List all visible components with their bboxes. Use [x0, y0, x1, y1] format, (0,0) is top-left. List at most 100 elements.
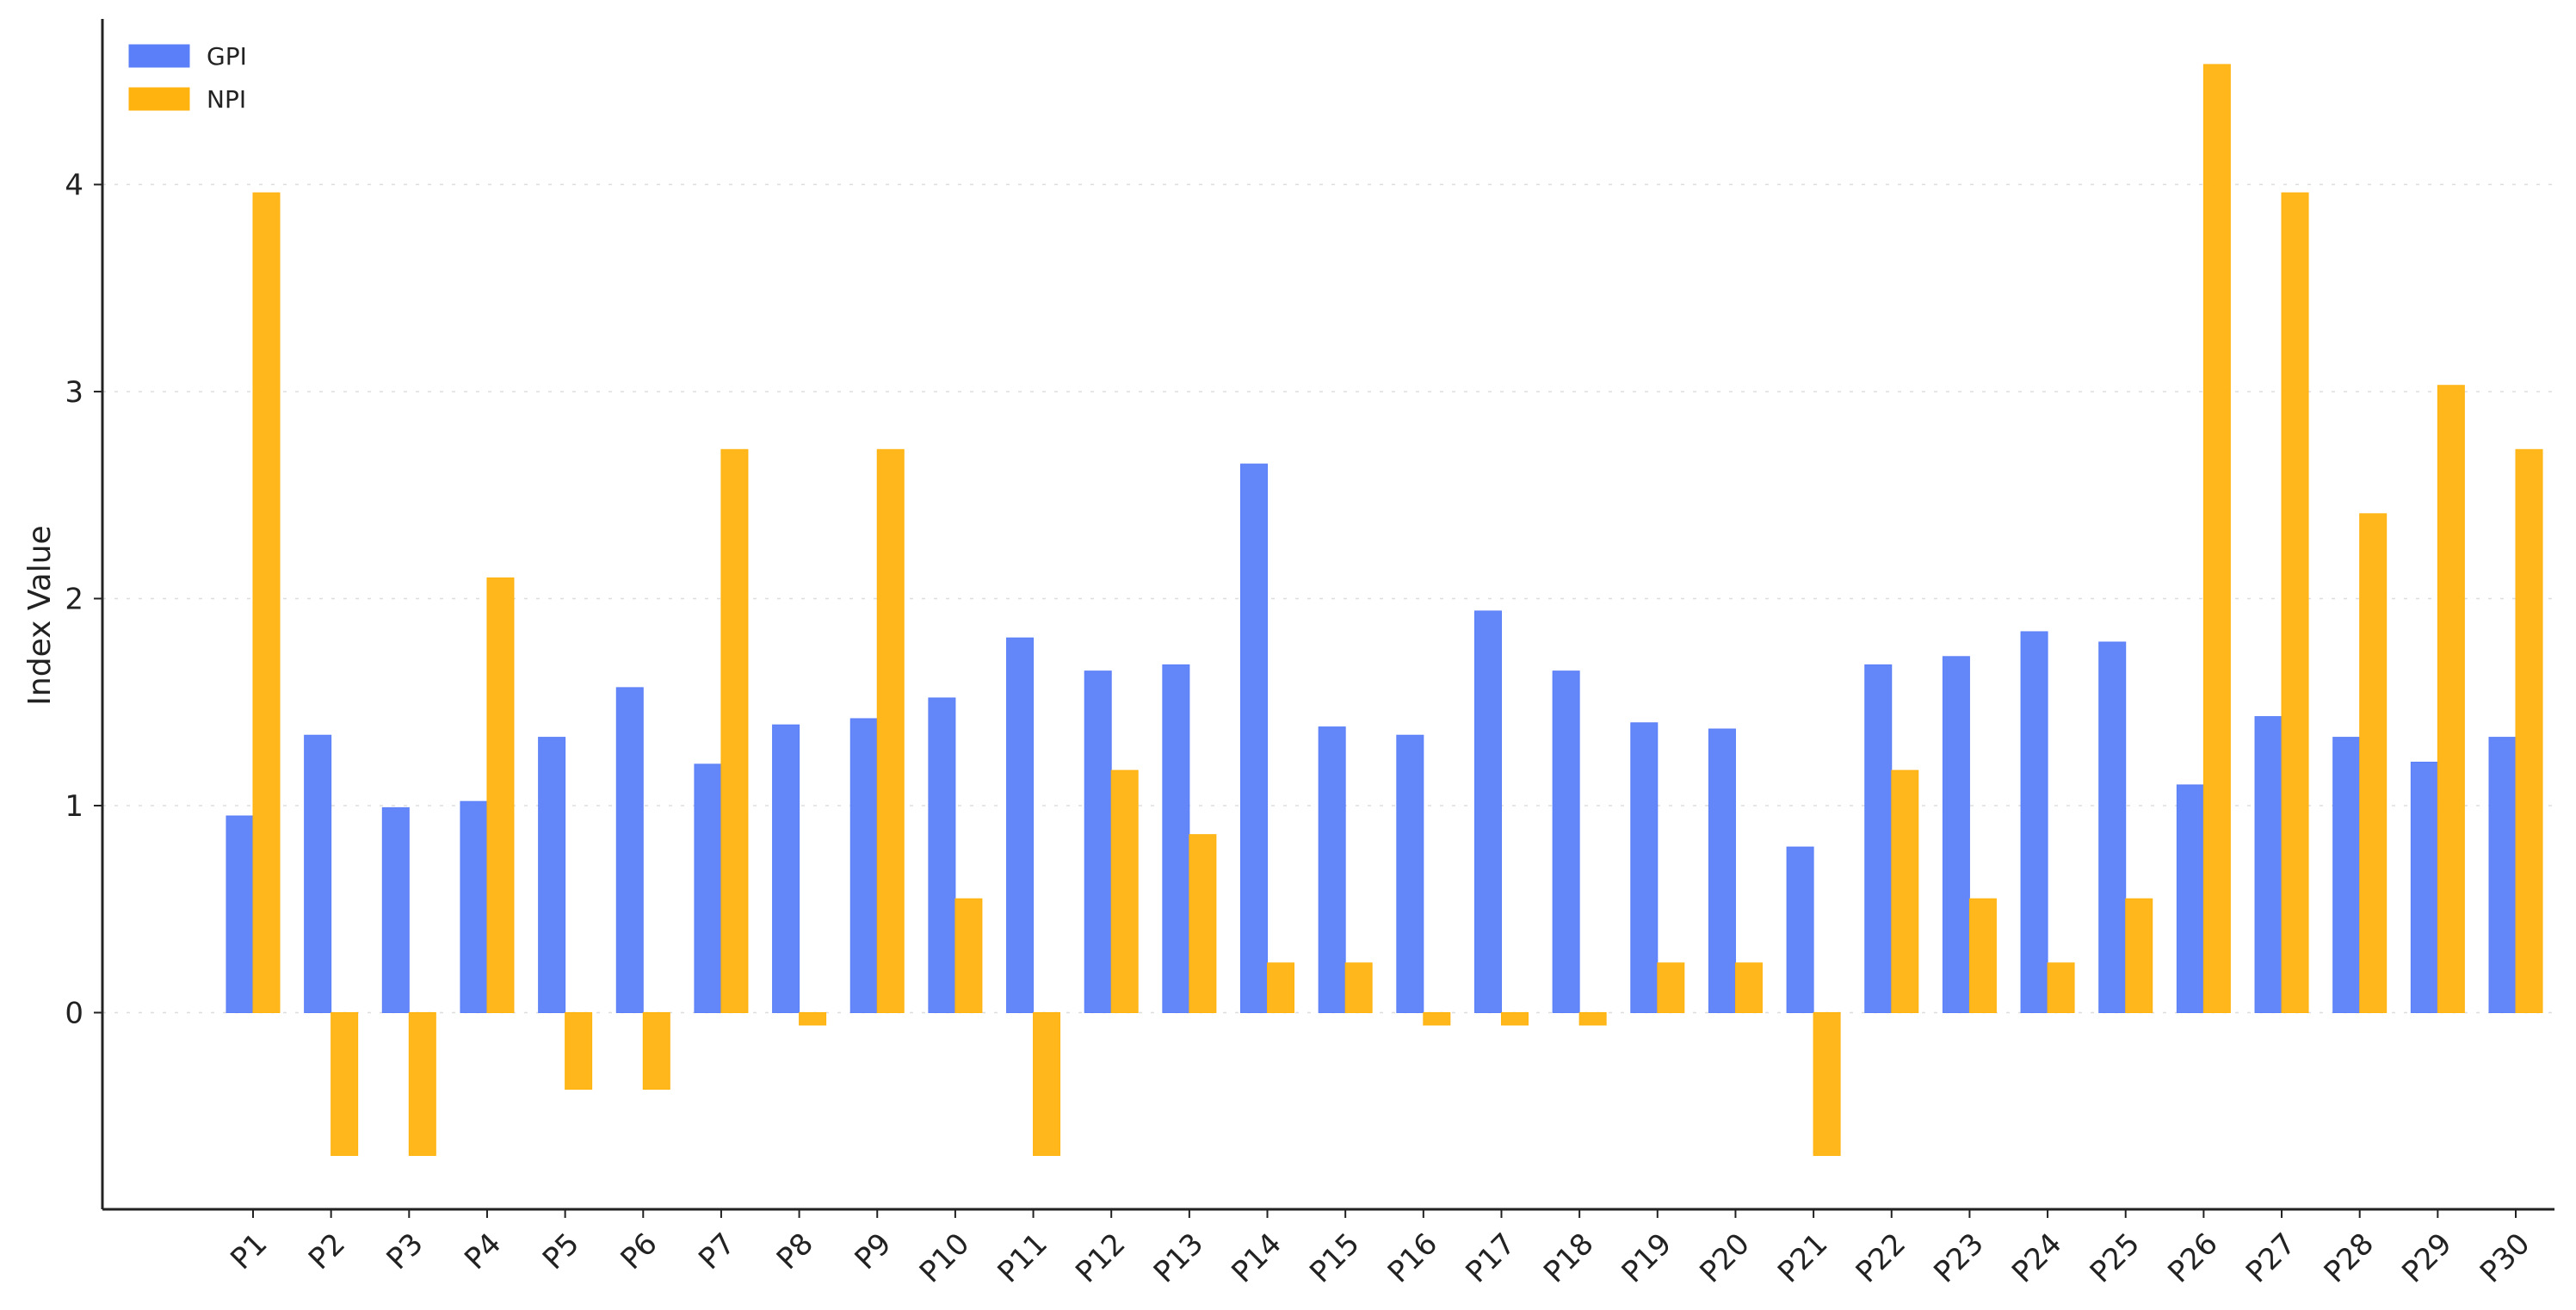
bar-npi — [565, 1012, 593, 1090]
bar-gpi — [460, 800, 488, 1014]
bar-gpi — [2410, 761, 2438, 1014]
bar-gpi — [2020, 631, 2048, 1014]
bar-gpi — [1162, 664, 1190, 1014]
x-tick-label: P26 — [2161, 1227, 2224, 1289]
bar-npi — [1891, 769, 1919, 1014]
bar-gpi — [2332, 737, 2361, 1014]
bar-npi — [1968, 898, 1997, 1014]
bar-npi — [1734, 962, 1763, 1014]
x-tick-label: P22 — [1850, 1227, 1912, 1289]
legend: GPI NPI — [128, 42, 247, 114]
bar-gpi — [928, 697, 956, 1014]
bar-gpi — [772, 724, 800, 1014]
x-tick-label: P4 — [458, 1227, 508, 1276]
bar-npi — [1423, 1012, 1451, 1026]
x-tick-label: P17 — [1459, 1227, 1522, 1289]
y-axis-title: Index Value — [22, 525, 58, 705]
bar-npi — [1110, 769, 1139, 1014]
bar-gpi — [2488, 737, 2517, 1014]
x-tick-label: P21 — [1771, 1227, 1834, 1289]
y-tick-label: 4 — [65, 168, 83, 202]
x-tick-label: P16 — [1381, 1227, 1444, 1289]
bar-npi — [1267, 962, 1295, 1014]
y-tick-label: 3 — [65, 375, 83, 410]
bar-npi — [252, 192, 281, 1014]
bar-gpi — [849, 718, 878, 1014]
bar-gpi — [381, 806, 410, 1014]
y-tick-label: 2 — [65, 582, 83, 616]
bar-gpi — [538, 737, 566, 1014]
bar-npi — [720, 448, 749, 1014]
bar-gpi — [1552, 670, 1580, 1014]
x-tick-label: P1 — [224, 1227, 274, 1276]
legend-swatch-gpi — [128, 44, 190, 68]
x-tick-label: P5 — [536, 1227, 586, 1276]
legend-swatch-npi — [128, 87, 190, 111]
bar-npi — [2125, 898, 2153, 1014]
x-tick-label: P12 — [1069, 1227, 1132, 1289]
bar-gpi — [1708, 728, 1736, 1014]
bar-npi — [954, 898, 983, 1014]
x-tick-label: P11 — [991, 1227, 1054, 1289]
y-ticks: 0 1 2 3 4 — [65, 168, 102, 1031]
bar-npi — [799, 1012, 827, 1026]
x-tick-label: P15 — [1303, 1227, 1366, 1289]
bar-npi — [2359, 513, 2388, 1014]
bar-npi — [330, 1012, 359, 1156]
bar-npi — [1657, 962, 1685, 1014]
bar-gpi — [615, 687, 644, 1014]
x-tick-label: P27 — [2239, 1227, 2302, 1289]
y-tick-label: 0 — [65, 997, 83, 1031]
bar-npi — [876, 448, 905, 1014]
bar-npi — [1578, 1012, 1607, 1026]
x-tick-label: P24 — [2005, 1227, 2068, 1289]
bar-gpi — [1240, 463, 1269, 1014]
x-tick-label: P29 — [2395, 1227, 2458, 1289]
bar-gpi — [2098, 641, 2127, 1014]
bar-npi — [1813, 1012, 1841, 1156]
x-tick-label: P19 — [1615, 1227, 1678, 1289]
bar-npi — [2202, 64, 2231, 1014]
x-tick-label: P18 — [1537, 1227, 1600, 1289]
x-tick-label: P3 — [380, 1227, 430, 1276]
x-tick-label: P13 — [1147, 1227, 1210, 1289]
bar-gpi — [694, 763, 722, 1014]
bar-gpi — [1630, 722, 1659, 1014]
bar-gpi — [1864, 664, 1893, 1014]
x-tick-label: P10 — [913, 1227, 976, 1289]
x-tick-label: P7 — [692, 1227, 742, 1276]
x-tick-label: P25 — [2084, 1227, 2147, 1289]
legend-label-npi: NPI — [207, 85, 246, 114]
bar-npi — [1344, 962, 1373, 1014]
x-tick-label: P20 — [1693, 1227, 1756, 1289]
y-tick-label: 1 — [65, 789, 83, 824]
bar-gpi — [1396, 734, 1424, 1014]
bar-npi — [1189, 834, 1217, 1014]
bar-gpi — [1786, 846, 1814, 1014]
x-tick-label: P6 — [615, 1227, 664, 1276]
bar-gpi — [1318, 726, 1346, 1014]
axes — [101, 19, 2554, 1211]
x-ticks: P1 P2 P3 P4 P5 P6 P7 P8 P9 P10 P11 P12 P13 P14 P15 P16 P… — [224, 1209, 2536, 1289]
bar-gpi — [2176, 784, 2204, 1014]
legend-label-gpi: GPI — [207, 42, 247, 71]
bar-npi — [408, 1012, 436, 1156]
bar-npi — [486, 577, 515, 1014]
bar-gpi — [1473, 610, 1502, 1014]
x-tick-label: P2 — [302, 1227, 352, 1276]
bar-gpi — [225, 815, 254, 1014]
x-tick-label: P30 — [2474, 1227, 2536, 1289]
bars — [225, 64, 2543, 1156]
x-tick-label: P14 — [1225, 1227, 1288, 1289]
x-tick-label: P8 — [770, 1227, 820, 1276]
bar-npi — [642, 1012, 670, 1090]
bar-gpi — [1006, 637, 1035, 1014]
bar-gpi — [2254, 716, 2283, 1014]
x-tick-label: P28 — [2318, 1227, 2381, 1289]
bar-gpi — [304, 734, 332, 1014]
bar-npi — [2047, 962, 2075, 1014]
bar-npi — [1500, 1012, 1529, 1026]
bar-gpi — [1942, 656, 1970, 1014]
x-tick-label: P9 — [849, 1227, 899, 1276]
